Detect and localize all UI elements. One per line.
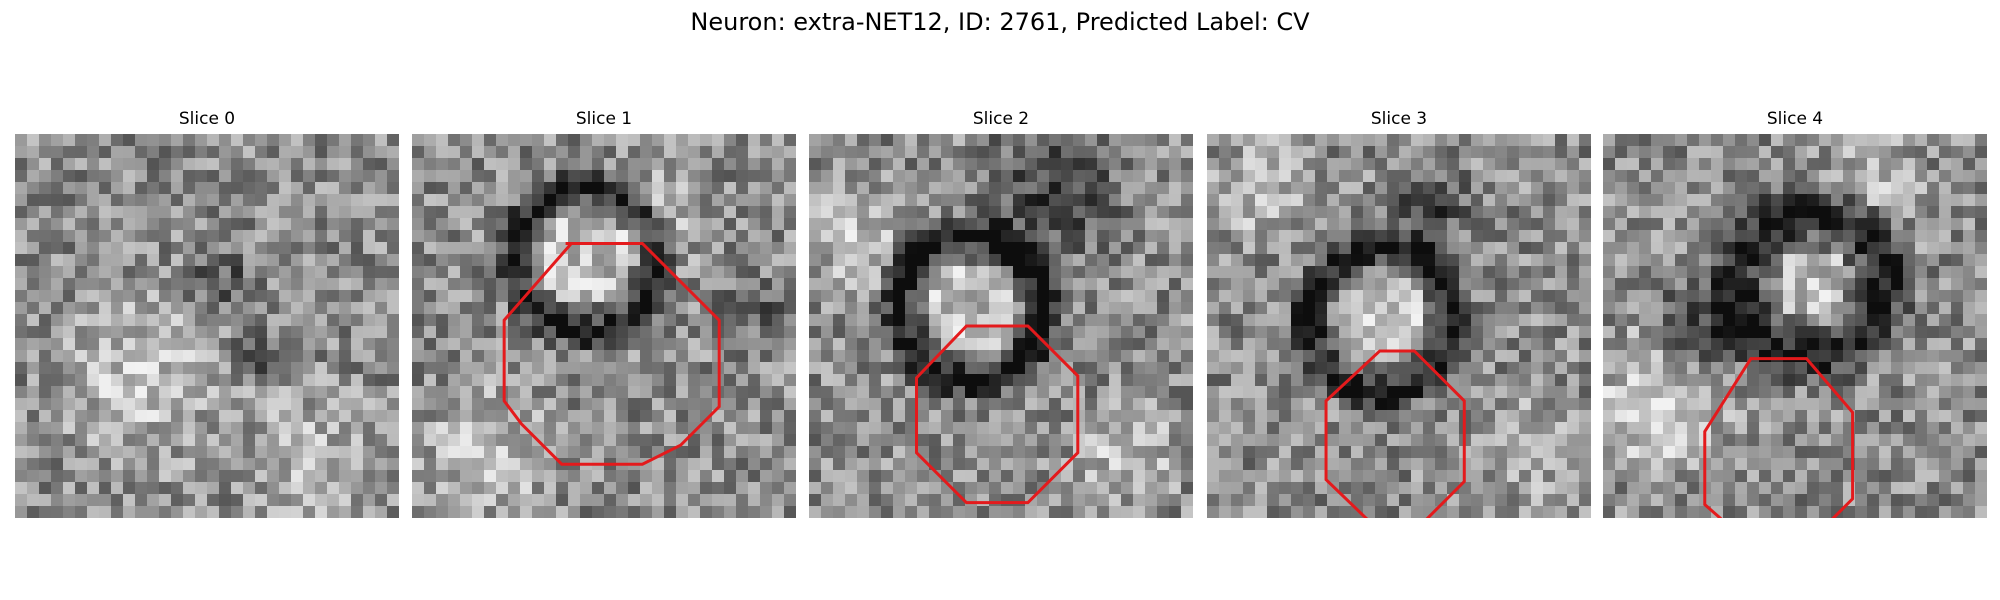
slice-panel-1: Slice 1 [412, 108, 796, 518]
pixel-grid [15, 134, 399, 518]
pixel-grid [809, 134, 1193, 518]
vesicle-contour [1703, 357, 1855, 518]
slice-image-3 [1207, 134, 1591, 518]
slice-panel-3: Slice 3 [1207, 108, 1591, 518]
figure-title: Neuron: extra-NET12, ID: 2761, Predicted… [690, 8, 1310, 36]
slice-title: Slice 2 [972, 109, 1030, 129]
slice-title: Slice 1 [575, 109, 633, 129]
pixel-grid [1207, 134, 1591, 518]
slice-image-2 [809, 134, 1193, 518]
slice-panel-0: Slice 0 [15, 108, 399, 518]
slice-image-4 [1603, 134, 1987, 518]
vesicle-contour [1324, 349, 1466, 518]
slice-title: Slice 4 [1766, 109, 1824, 129]
pixel-grid [412, 134, 796, 518]
pixel-grid [1603, 134, 1987, 518]
slice-image-0 [15, 134, 399, 518]
slice-title: Slice 3 [1370, 109, 1428, 129]
slice-image-1 [412, 134, 796, 518]
vesicle-contour [915, 324, 1080, 505]
slice-title: Slice 0 [178, 109, 236, 129]
vesicle-contour [502, 241, 721, 466]
slice-panel-2: Slice 2 [809, 108, 1193, 518]
slice-panel-4: Slice 4 [1603, 108, 1987, 518]
